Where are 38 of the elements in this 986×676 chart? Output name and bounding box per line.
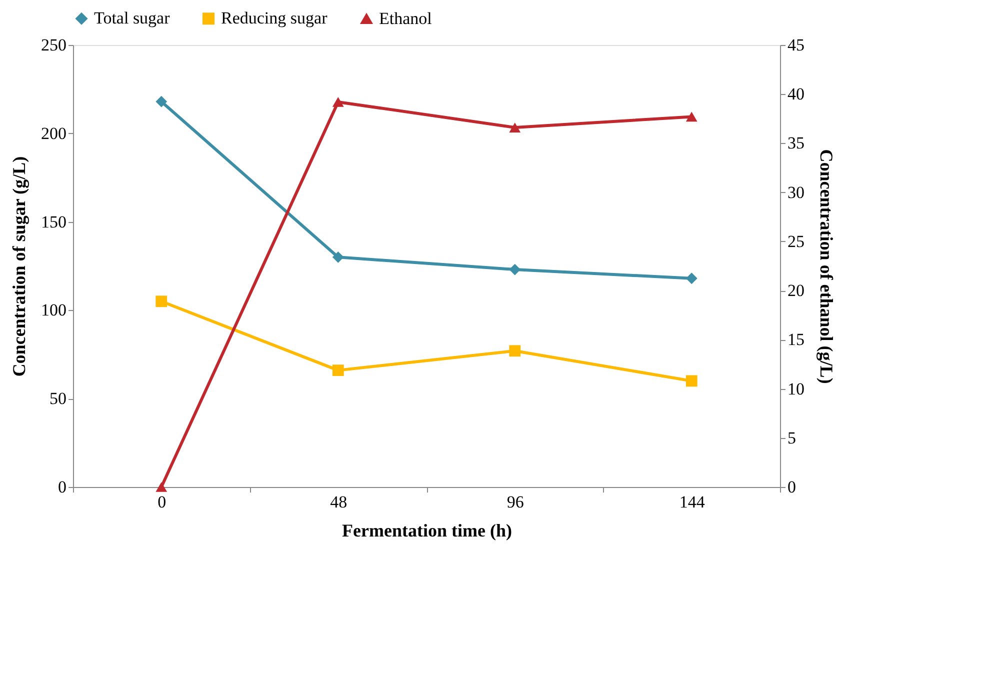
legend-label: Reducing sugar (221, 8, 328, 28)
point (686, 375, 698, 387)
y2-tick-label: 20 (788, 281, 804, 300)
y-tick-label: 150 (41, 212, 66, 232)
point (509, 264, 521, 276)
point (156, 296, 168, 308)
point (156, 482, 168, 492)
y2-tick-label: 40 (788, 84, 804, 104)
y2-tick-label: 30 (788, 182, 804, 202)
point (332, 364, 344, 376)
y2-tick-label: 25 (788, 232, 804, 251)
y-tick-label: 0 (58, 478, 66, 496)
y2-tick-label: 5 (788, 428, 796, 448)
point (156, 96, 168, 108)
x-tick-label: 48 (330, 492, 348, 512)
y2-tick-label: 35 (788, 134, 804, 153)
legend-label: Ethanol (379, 8, 432, 28)
x-tick-label: 0 (158, 492, 166, 512)
y2-tick-label: 45 (788, 36, 804, 54)
y-axis-title: Concentration of sugar (g/L) (9, 156, 29, 377)
y2-tick-label: 0 (788, 478, 796, 496)
y2-tick-label: 10 (788, 379, 804, 398)
legend-label: Total sugar (94, 8, 170, 28)
point (509, 345, 521, 357)
point (686, 272, 698, 284)
y-tick-label: 50 (50, 389, 66, 408)
x-tick-label: 144 (679, 492, 706, 512)
x-axis-title: Fermentation time (h) (342, 520, 512, 540)
point (686, 112, 698, 122)
y-tick-label: 250 (41, 36, 66, 54)
x-tick-label: 96 (506, 492, 524, 512)
y2-tick-label: 15 (788, 330, 804, 350)
y-tick-label: 100 (41, 300, 66, 320)
point (332, 97, 344, 107)
point (332, 251, 344, 263)
point (509, 122, 521, 132)
y-tick-label: 200 (41, 124, 66, 143)
y2-axis-title: Concentration of ethanol (g/L) (816, 149, 836, 384)
